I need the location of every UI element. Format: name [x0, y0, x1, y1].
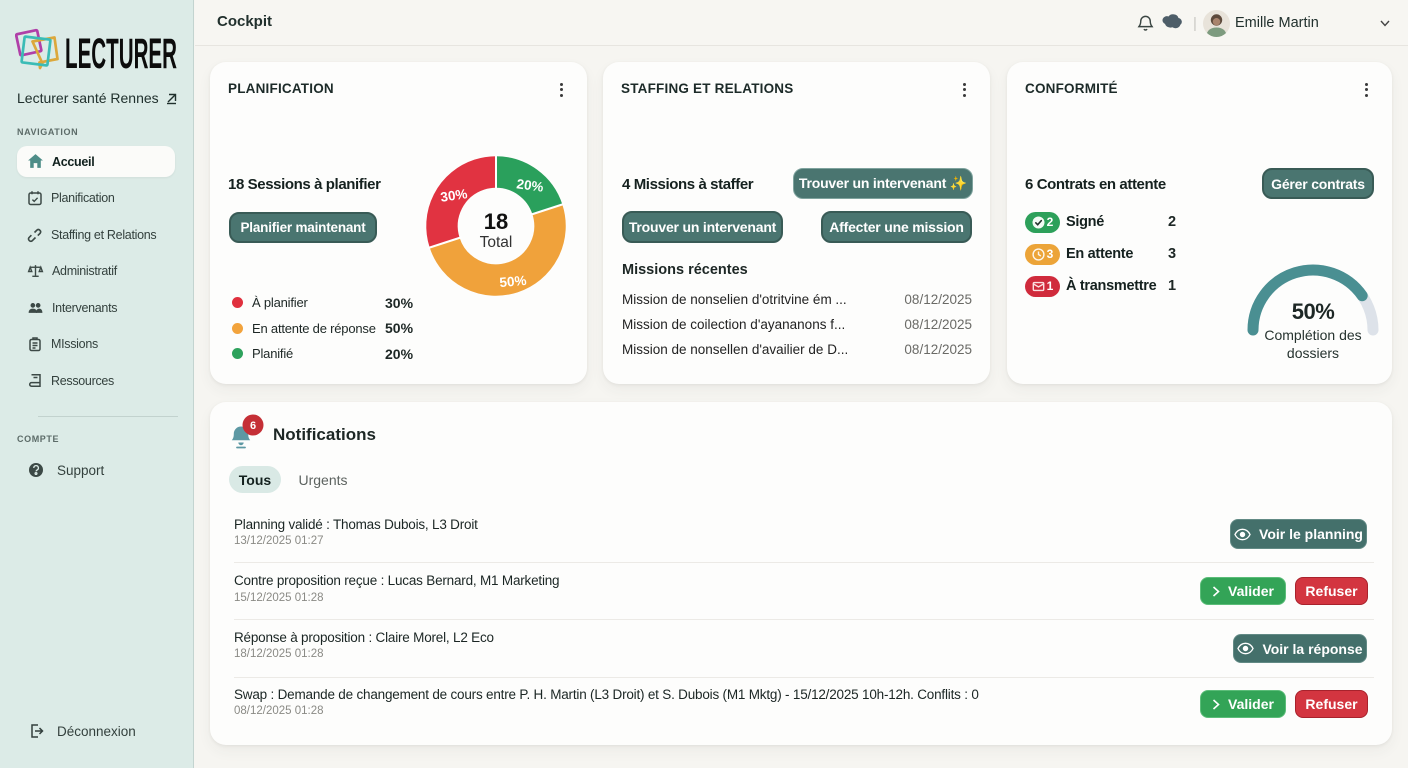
svg-text:30%: 30% [440, 186, 469, 205]
svg-text:6: 6 [250, 420, 256, 432]
svg-text:18: 18 [484, 209, 508, 234]
svg-text:20%: 20% [516, 176, 545, 195]
svg-text:Total: Total [480, 234, 513, 251]
svg-text:LECTURER: LECTURER [65, 30, 177, 74]
svg-text:50%: 50% [499, 273, 527, 290]
